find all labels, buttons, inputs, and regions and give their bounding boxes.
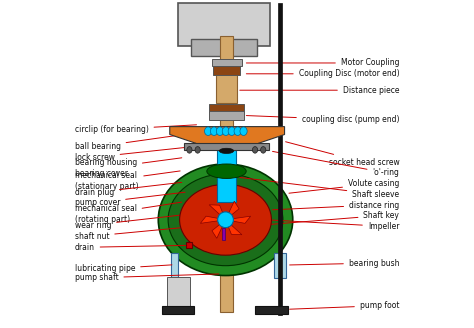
Ellipse shape	[158, 164, 293, 276]
Bar	[184, 143, 269, 150]
Bar	[278, 3, 282, 315]
Text: socket head screw: socket head screw	[286, 142, 400, 167]
Polygon shape	[226, 220, 242, 235]
Ellipse shape	[228, 127, 236, 135]
Bar	[178, 3, 270, 46]
Text: shaft nut: shaft nut	[74, 227, 193, 241]
Text: Volute casing: Volute casing	[289, 179, 400, 193]
Bar	[167, 277, 190, 307]
Text: Motor Coupling: Motor Coupling	[246, 58, 400, 68]
Bar	[209, 111, 244, 120]
Bar	[191, 39, 257, 56]
Bar	[209, 104, 244, 112]
Ellipse shape	[168, 174, 283, 266]
Text: Distance piece: Distance piece	[240, 86, 400, 95]
Bar	[171, 253, 178, 278]
Text: Shaft sleeve: Shaft sleeve	[240, 177, 400, 199]
Bar	[162, 306, 194, 314]
Text: Shaft key: Shaft key	[228, 211, 400, 228]
Ellipse shape	[216, 127, 224, 135]
Text: ball bearing: ball bearing	[74, 132, 200, 151]
Polygon shape	[226, 201, 239, 220]
Polygon shape	[201, 216, 226, 223]
Text: distance ring: distance ring	[273, 200, 400, 210]
Text: drain: drain	[74, 243, 186, 252]
Ellipse shape	[240, 127, 247, 135]
Bar	[219, 36, 233, 312]
Bar	[216, 74, 237, 103]
Text: coupling disc (pump end): coupling disc (pump end)	[246, 115, 400, 124]
Ellipse shape	[219, 148, 234, 154]
Ellipse shape	[187, 147, 192, 153]
Text: bearing bush: bearing bush	[290, 258, 400, 268]
Ellipse shape	[253, 147, 258, 153]
Ellipse shape	[234, 127, 241, 135]
Ellipse shape	[204, 127, 212, 135]
Ellipse shape	[180, 184, 272, 255]
Bar	[274, 253, 286, 278]
Bar	[255, 306, 288, 314]
Ellipse shape	[222, 127, 229, 135]
Text: wear ring: wear ring	[74, 215, 180, 230]
Text: Coupling Disc (motor end): Coupling Disc (motor end)	[246, 69, 400, 78]
Ellipse shape	[261, 147, 266, 153]
Text: mechanical seal
(rotating part): mechanical seal (rotating part)	[74, 202, 182, 224]
Bar	[186, 242, 192, 248]
Text: pump cover: pump cover	[74, 192, 185, 207]
Bar	[222, 228, 225, 240]
Text: lock screw: lock screw	[74, 146, 197, 162]
Text: drain plug: drain plug	[74, 182, 182, 197]
Text: 'o'-ring: 'o'-ring	[273, 152, 400, 177]
Text: pump shaft: pump shaft	[74, 273, 219, 282]
Text: circlip (for bearing): circlip (for bearing)	[74, 125, 197, 134]
Ellipse shape	[207, 164, 246, 178]
Text: mechanical seal
(stationary part): mechanical seal (stationary part)	[74, 171, 180, 191]
Polygon shape	[209, 205, 226, 220]
Bar	[217, 150, 237, 202]
Ellipse shape	[210, 127, 218, 135]
Text: bearing housing
bearing cover: bearing housing bearing cover	[74, 158, 182, 178]
Ellipse shape	[195, 147, 200, 153]
Polygon shape	[170, 127, 284, 150]
Text: pump foot: pump foot	[290, 301, 400, 310]
Polygon shape	[212, 220, 226, 238]
Bar	[213, 66, 240, 75]
Ellipse shape	[218, 212, 233, 228]
Text: Impeller: Impeller	[269, 220, 400, 231]
Polygon shape	[226, 216, 251, 223]
Text: lubricating pipe: lubricating pipe	[74, 264, 172, 274]
Bar	[212, 59, 242, 66]
